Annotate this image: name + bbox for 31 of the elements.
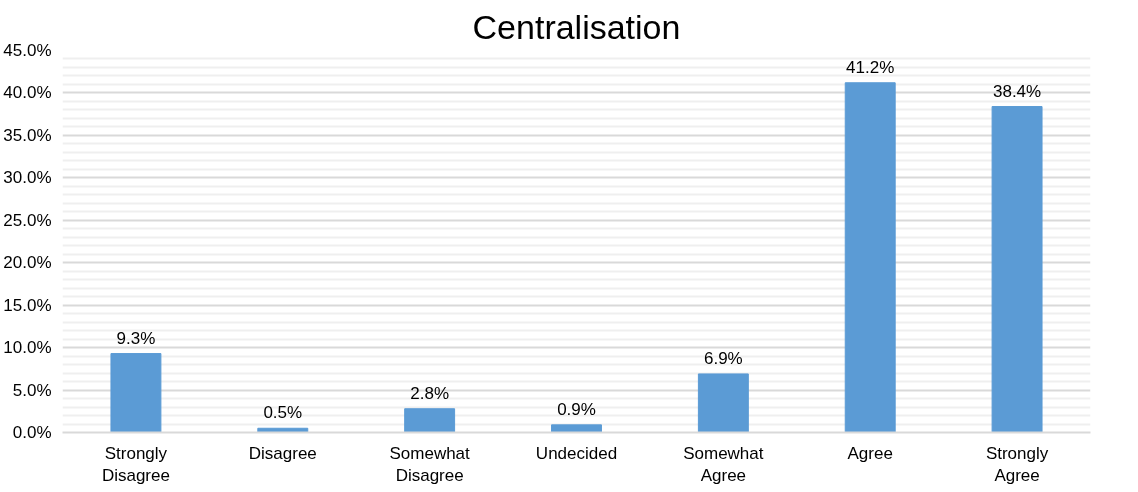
y-tick-label: 20.0% (3, 253, 52, 273)
y-tick-label: 45.0% (3, 41, 52, 60)
y-tick-label: 0.0% (12, 423, 52, 442)
x-tick-label: Strongly Agree (985, 443, 1049, 486)
y-tick-label: 30.0% (3, 168, 52, 188)
x-tick-label: Somewhat Agree (683, 443, 764, 486)
data-label: 9.3% (116, 328, 156, 348)
bar (110, 353, 162, 433)
x-tick-label: Somewhat Disagree (389, 443, 471, 486)
y-tick-label: 5.0% (12, 380, 52, 400)
x-tick-label: Undecided (535, 443, 618, 463)
y-tick-label: 10.0% (3, 338, 52, 358)
x-tick-label: Disagree (248, 443, 317, 463)
y-tick-label: 15.0% (3, 295, 52, 315)
y-tick-label: 40.0% (3, 83, 52, 103)
y-tick-label: 35.0% (3, 125, 52, 145)
data-label: 38.4% (992, 81, 1042, 101)
bar (991, 106, 1043, 433)
bar (844, 82, 896, 433)
chart-title: Centralisation (472, 7, 681, 46)
x-tick-label: Agree (847, 443, 893, 463)
bar (404, 408, 456, 433)
data-label: 0.5% (263, 403, 303, 423)
bar (551, 424, 602, 433)
bar (697, 373, 749, 433)
x-tick-label: Strongly Disagree (101, 443, 170, 486)
data-label: 0.9% (557, 399, 596, 419)
data-label: 6.9% (703, 348, 743, 368)
y-tick-label: 25.0% (3, 210, 52, 230)
data-label: 41.2% (846, 57, 895, 77)
data-label: 2.8% (410, 383, 450, 403)
